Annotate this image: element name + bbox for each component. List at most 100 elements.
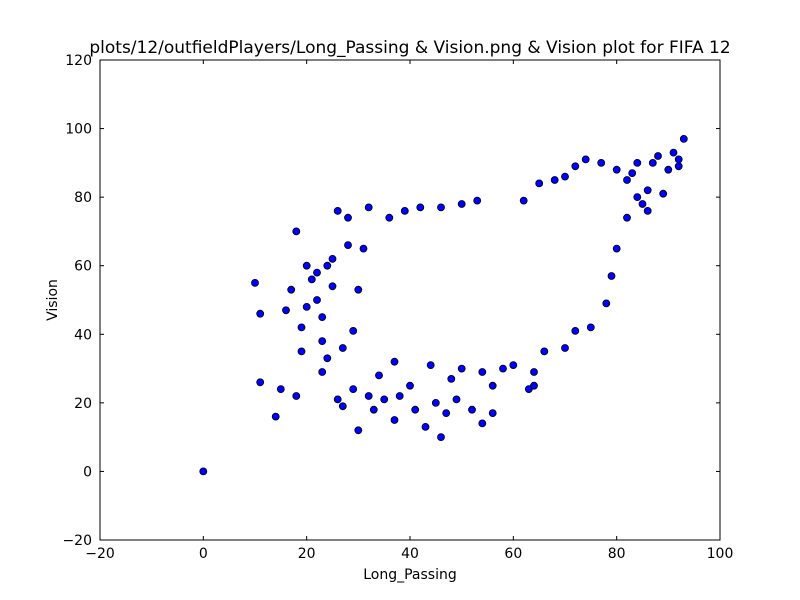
data-point	[288, 286, 295, 293]
data-point	[277, 386, 284, 393]
data-point	[350, 386, 357, 393]
data-point	[474, 197, 481, 204]
data-point	[365, 204, 372, 211]
data-point	[329, 283, 336, 290]
data-point	[319, 369, 326, 376]
data-point	[551, 177, 558, 184]
plot-frame	[100, 60, 720, 540]
data-point	[391, 417, 398, 424]
data-point	[510, 362, 517, 369]
x-tick-label: 40	[401, 546, 419, 562]
data-point	[634, 194, 641, 201]
data-point	[303, 303, 310, 310]
data-point	[283, 307, 290, 314]
data-point	[479, 420, 486, 427]
y-tick-label: 0	[83, 464, 92, 480]
x-tick-label: 80	[608, 546, 626, 562]
data-point	[562, 173, 569, 180]
data-point	[319, 314, 326, 321]
data-point	[500, 365, 507, 372]
y-tick-label: 20	[74, 396, 92, 412]
data-point	[370, 406, 377, 413]
data-point	[520, 197, 527, 204]
data-point	[339, 403, 346, 410]
data-point	[391, 358, 398, 365]
data-point	[298, 324, 305, 331]
data-point	[469, 406, 476, 413]
y-tick-label: 100	[65, 122, 92, 138]
data-point	[489, 382, 496, 389]
data-point	[608, 273, 615, 280]
data-point	[613, 166, 620, 173]
data-point	[303, 262, 310, 269]
data-point	[350, 327, 357, 334]
data-point	[257, 310, 264, 317]
data-point	[598, 159, 605, 166]
data-point	[365, 393, 372, 400]
data-point	[360, 245, 367, 252]
data-point	[587, 324, 594, 331]
data-point	[655, 153, 662, 160]
x-tick-label: 60	[504, 546, 522, 562]
data-point	[489, 410, 496, 417]
data-point	[407, 382, 414, 389]
x-tick-label: 0	[199, 546, 208, 562]
data-point	[572, 327, 579, 334]
y-tick-label: 60	[74, 259, 92, 275]
data-point	[536, 180, 543, 187]
data-point	[298, 348, 305, 355]
data-point	[293, 228, 300, 235]
data-point	[252, 279, 259, 286]
data-point	[381, 396, 388, 403]
data-point	[562, 345, 569, 352]
data-point	[458, 365, 465, 372]
data-point	[319, 338, 326, 345]
data-point	[355, 427, 362, 434]
data-point	[308, 276, 315, 283]
x-tick-label: 20	[298, 546, 316, 562]
data-point	[629, 170, 636, 177]
data-point	[438, 434, 445, 441]
data-point	[345, 214, 352, 221]
data-point	[670, 149, 677, 156]
data-point	[314, 297, 321, 304]
data-point	[649, 159, 656, 166]
data-point	[334, 396, 341, 403]
data-point	[443, 410, 450, 417]
data-point	[396, 393, 403, 400]
data-point	[644, 207, 651, 214]
data-point	[272, 413, 279, 420]
x-axis-ticks: −20 0 20 40 60 80 100	[85, 60, 733, 562]
data-point	[329, 255, 336, 262]
x-tick-label: 100	[707, 546, 734, 562]
data-point	[324, 355, 331, 362]
y-tick-label: −20	[62, 533, 92, 549]
data-point	[639, 201, 646, 208]
data-point	[660, 190, 667, 197]
data-point	[624, 177, 631, 184]
data-point	[345, 242, 352, 249]
data-point	[427, 362, 434, 369]
data-point	[314, 269, 321, 276]
data-point	[432, 399, 439, 406]
data-point	[334, 207, 341, 214]
data-point	[624, 214, 631, 221]
data-point	[200, 468, 207, 475]
data-point	[401, 207, 408, 214]
data-point	[422, 423, 429, 430]
data-point	[453, 396, 460, 403]
y-tick-label: 80	[74, 190, 92, 206]
data-point	[680, 135, 687, 142]
data-point	[613, 245, 620, 252]
data-point	[603, 300, 610, 307]
y-axis-label: Vision	[45, 279, 61, 321]
data-point	[339, 345, 346, 352]
data-point	[386, 214, 393, 221]
data-point	[531, 382, 538, 389]
data-point	[665, 166, 672, 173]
chart-title: plots/12/outfieldPlayers/Long_Passing & …	[89, 38, 730, 58]
data-point	[448, 375, 455, 382]
data-point	[412, 406, 419, 413]
data-point	[479, 369, 486, 376]
data-point	[417, 204, 424, 211]
